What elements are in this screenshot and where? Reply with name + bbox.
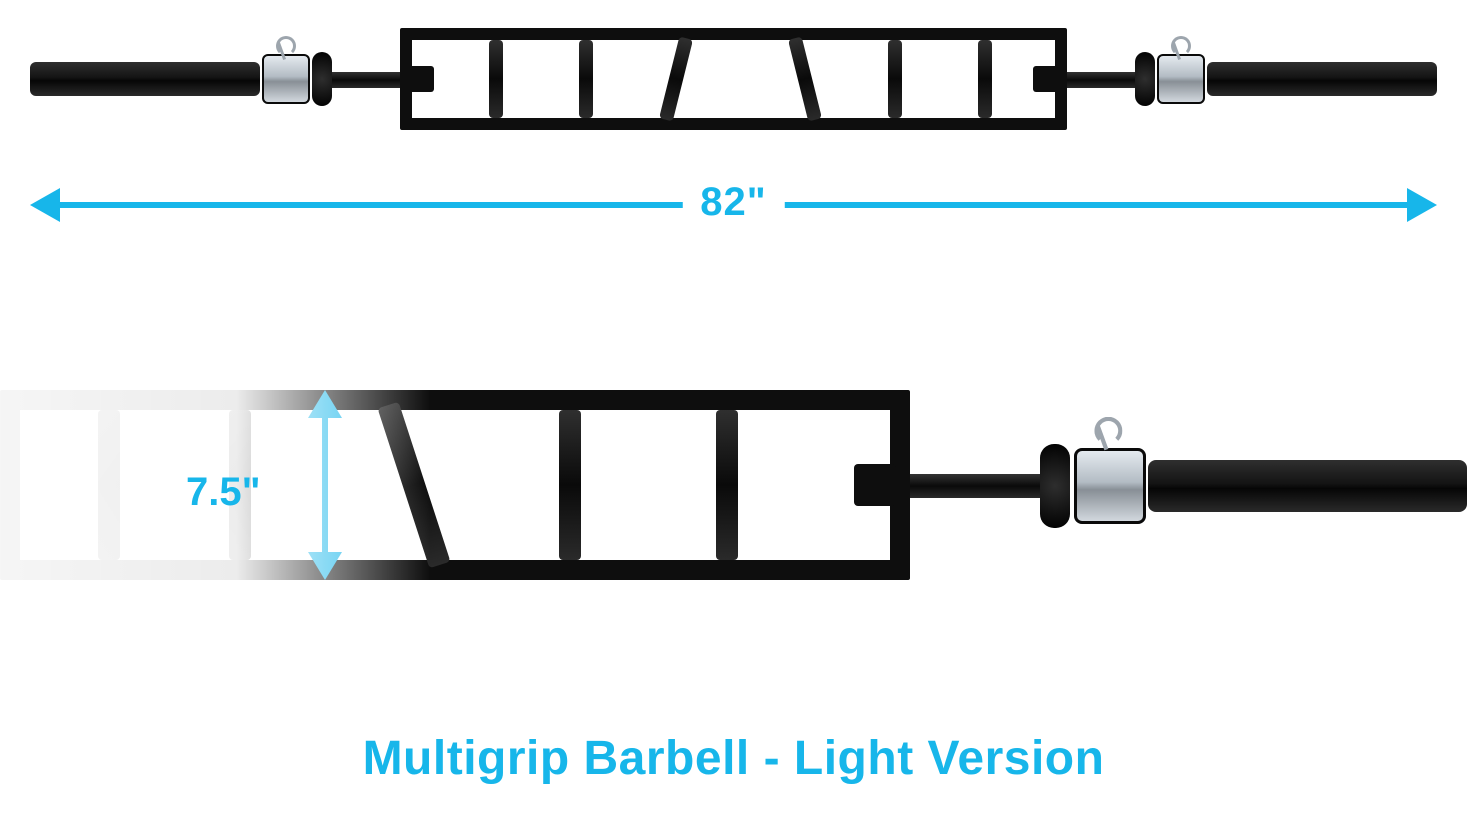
grip-post	[716, 410, 738, 560]
barbell-front-view	[30, 14, 1437, 144]
sleeve-left	[30, 62, 260, 96]
grip-post-angled	[377, 402, 450, 569]
dimension-line	[322, 408, 328, 562]
grip-post-angled	[659, 36, 693, 121]
grip-post-angled	[788, 36, 822, 121]
stop-ring-right	[1135, 52, 1155, 106]
collar-left	[262, 54, 310, 104]
stop-ring-left	[312, 52, 332, 106]
arrowhead-down-icon	[308, 552, 342, 580]
grip-post	[978, 40, 992, 118]
grip-cage-detail	[0, 390, 910, 580]
grip-post	[98, 410, 120, 560]
grip-cage	[400, 28, 1067, 130]
shaft-left	[332, 72, 400, 88]
dimension-height	[300, 390, 350, 580]
grip-post	[489, 40, 503, 118]
spring-pin-icon	[1089, 417, 1125, 453]
sleeve-right	[1148, 460, 1467, 512]
sleeve-right	[1207, 62, 1437, 96]
grip-post	[559, 410, 581, 560]
collar-right	[1157, 54, 1205, 104]
collar-right	[1074, 448, 1146, 524]
arrowhead-right-icon	[1407, 188, 1437, 222]
dimension-length-label: 82"	[682, 180, 784, 225]
stop-ring-right	[1040, 444, 1070, 528]
product-dimension-diagram: 82" 7.5" Multigrip Barbell - Light Versi…	[0, 0, 1467, 814]
grip-post	[579, 40, 593, 118]
product-title: Multigrip Barbell - Light Version	[0, 731, 1467, 786]
dimension-length: 82"	[30, 188, 1437, 222]
shaft-right	[1067, 72, 1135, 88]
shaft-right	[910, 474, 1040, 498]
spring-pin-icon	[272, 36, 298, 62]
spring-pin-icon	[1167, 36, 1193, 62]
grip-post	[888, 40, 902, 118]
dimension-height-label: 7.5"	[186, 470, 261, 515]
